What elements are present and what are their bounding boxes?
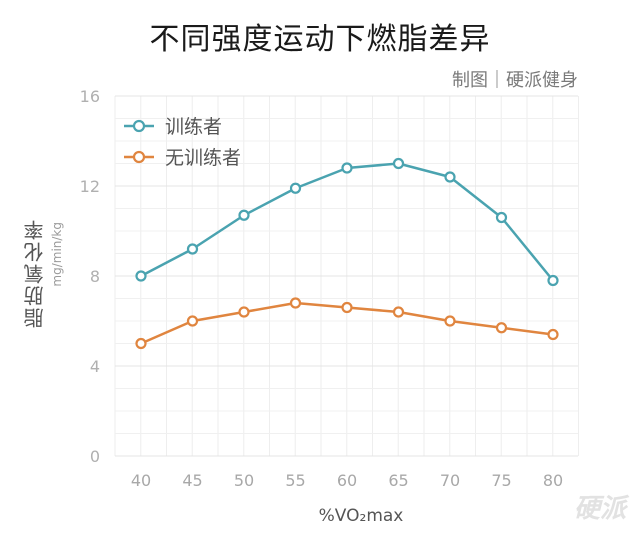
y-tick-label: 12 xyxy=(80,177,100,196)
data-point-series-1 xyxy=(547,274,559,287)
data-point-series-1 xyxy=(341,162,353,174)
x-tick-label: 70 xyxy=(440,471,460,490)
x-tick-label: 55 xyxy=(285,471,305,490)
legend-label-1: 训练者 xyxy=(165,116,222,138)
data-point-series-2 xyxy=(495,322,508,334)
chart-credit: 制图｜硬派健身 xyxy=(452,70,578,91)
data-point-series-2 xyxy=(289,297,302,309)
data-point-series-1 xyxy=(444,171,456,183)
data-point-series-1 xyxy=(238,209,250,221)
x-tick-label: 80 xyxy=(543,471,563,490)
legend-marker-1 xyxy=(132,119,146,133)
y-tick-label: 8 xyxy=(90,267,100,286)
data-point-series-2 xyxy=(186,315,199,327)
data-point-series-2 xyxy=(341,301,353,314)
x-tick-label: 45 xyxy=(182,471,202,490)
data-point-series-1 xyxy=(392,157,405,170)
chart-title: 不同强度运动下燃脂差异 xyxy=(149,22,491,57)
x-tick-label: 65 xyxy=(388,471,408,490)
y-tick-label: 4 xyxy=(90,357,100,376)
y-tick-label: 0 xyxy=(90,447,100,466)
y-tick-label: 16 xyxy=(80,87,100,106)
data-point-series-1 xyxy=(289,182,302,194)
watermark-logo: 硬派 xyxy=(573,494,626,524)
legend-marker-2 xyxy=(132,150,146,164)
x-axis-label: %VO₂max xyxy=(319,506,404,526)
x-tick-label: 75 xyxy=(491,471,511,490)
data-point-series-1 xyxy=(135,270,147,282)
x-tick-label: 40 xyxy=(131,471,151,490)
x-tick-label: 50 xyxy=(234,471,254,490)
data-point-series-2 xyxy=(392,306,405,318)
data-point-series-2 xyxy=(547,328,559,341)
legend-label-2: 无训练者 xyxy=(165,147,241,169)
data-point-series-2 xyxy=(444,315,456,327)
data-point-series-1 xyxy=(495,211,508,224)
data-point-series-1 xyxy=(186,243,199,255)
x-tick-label: 60 xyxy=(337,471,357,490)
data-point-series-2 xyxy=(238,306,250,318)
data-point-series-2 xyxy=(135,337,147,350)
